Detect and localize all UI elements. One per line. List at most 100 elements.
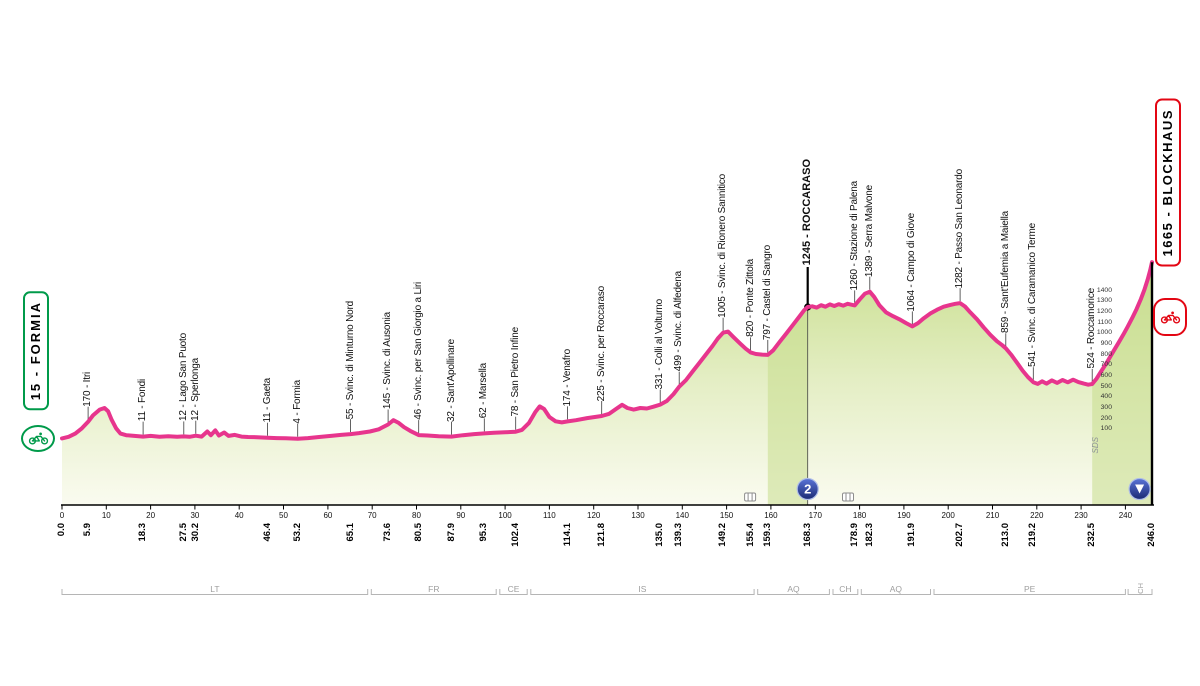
province-label: CH	[839, 583, 852, 594]
finish-triangle-icon	[1135, 484, 1145, 494]
distance-label: 246.0	[1146, 523, 1157, 547]
province-label: IS	[638, 583, 647, 594]
axis-tick-label: 0	[59, 510, 65, 520]
waypoint-label: 797 - Castel di Sangro	[761, 244, 773, 340]
distance-label: 46.4	[261, 523, 273, 542]
waypoint-label: 541 - Svinc. di Caramanico Terme	[1027, 223, 1039, 368]
profile-line	[60, 260, 1154, 441]
waypoint-label: 12 - Lago San Puoto	[177, 333, 189, 422]
axis-tick-label: 80	[412, 510, 421, 520]
axis-tick-label: 70	[367, 510, 377, 520]
axis-tick-label: 190	[897, 510, 911, 520]
category-2-climb-label: 2	[804, 482, 811, 497]
axis-tick-label: 150	[719, 510, 734, 520]
province-bracket	[61, 589, 369, 595]
distance-label: 0.0	[56, 523, 67, 537]
tunnel-icon	[744, 492, 757, 502]
province-label: FR	[428, 583, 440, 594]
waypoint-label: 12 - Sperlonga	[189, 357, 201, 421]
elevation-tick-label: 1200	[1096, 307, 1112, 315]
distance-label: 80.5	[412, 523, 424, 542]
elevation-tick-label: 900	[1100, 339, 1112, 347]
finish-marker	[1153, 298, 1187, 336]
province-label: CH	[1136, 583, 1145, 594]
province-label: AQ	[787, 583, 800, 594]
cyclist-icon-finish	[1160, 311, 1180, 324]
axis-tick-label: 130	[631, 510, 645, 520]
elevation-tick-label: 500	[1100, 382, 1112, 390]
elevation-tick-label: 600	[1100, 371, 1112, 379]
elevation-tick-label: 1400	[1096, 286, 1112, 294]
province-bracket	[499, 589, 528, 595]
waypoint-label: 331 - Colli al Volturno	[654, 299, 666, 390]
axis-tick-label: 120	[587, 510, 601, 520]
waypoint-label: 1389 - Serra Malvone	[863, 184, 875, 277]
axis-tick-label: 140	[675, 510, 689, 520]
axis-tick-label: 220	[1030, 510, 1044, 520]
waypoint-label: 145 - Svinc. di Ausonia	[382, 312, 394, 410]
axis-tick-label: 50	[279, 510, 288, 520]
waypoint-label: 170 - Itri	[82, 372, 94, 407]
distance-label: 191.9	[906, 523, 918, 547]
cyclist-icon-start	[28, 432, 48, 445]
distance-label: 95.3	[478, 523, 490, 542]
distance-label: 65.1	[344, 523, 356, 542]
axis-tick-label: 210	[985, 510, 1000, 520]
start-label: 15 - FORMIA	[23, 290, 49, 410]
waypoint-label: 55 - Svinc. di Minturno Nord	[344, 300, 356, 420]
distance-label: 102.4	[509, 523, 521, 547]
waypoint-label: 820 - Ponte Zittola	[744, 259, 756, 338]
distance-label: 232.5	[1086, 523, 1098, 547]
elevation-tick-label: 800	[1100, 350, 1112, 358]
waypoint-label: 499 - Svinc. di Alfedena	[673, 271, 685, 372]
elevation-tick-label: 1100	[1097, 318, 1112, 326]
distance-label: 159.3	[761, 523, 773, 547]
province-bracket	[757, 589, 830, 595]
climb-shading	[767, 307, 808, 505]
waypoint-label: 174 - Venafro	[561, 348, 573, 407]
distance-label: 178.9	[848, 523, 860, 547]
waypoint-label: 225 - Svinc. per Roccaraso	[595, 285, 607, 401]
waypoint-label: 1005 - Svinc. di Rionero Sannitico	[717, 173, 729, 318]
designer-signature: SDS	[1091, 437, 1100, 454]
province-label: LT	[210, 583, 220, 594]
province-bracket	[530, 589, 755, 595]
distance-label: 182.3	[863, 523, 875, 547]
axis-tick-label: 60	[323, 510, 333, 520]
climb-shading	[1092, 262, 1152, 505]
distance-label: 139.3	[673, 523, 685, 547]
axis-tick-label: 170	[808, 510, 822, 520]
province-label: AQ	[889, 583, 903, 594]
axis-tick-label: 230	[1074, 510, 1088, 520]
axis-tick-label: 100	[498, 510, 512, 520]
province-bracket	[933, 589, 1126, 595]
distance-label: 53.2	[291, 523, 303, 542]
axis-tick-label: 40	[234, 510, 244, 520]
waypoint-label: 11 - Fondi	[137, 379, 149, 422]
waypoint-label: 11 - Gaeta	[261, 378, 273, 423]
province-label: CE	[507, 583, 520, 594]
distance-label: 30.2	[189, 523, 201, 542]
elevation-tick-label: 1300	[1096, 297, 1112, 305]
waypoint-label: 46 - Svinc. per San Giorgio a Liri	[412, 282, 424, 421]
province-bracket	[370, 589, 497, 595]
axis-tick-label: 10	[101, 510, 111, 520]
waypoint-label: 4 - Formia	[291, 380, 303, 424]
distance-label: 114.1	[561, 523, 573, 547]
distance-label: 155.4	[744, 523, 756, 547]
category-2-climb-badge	[796, 477, 819, 501]
profile-area	[62, 262, 1152, 505]
axis-tick-label: 180	[852, 510, 867, 520]
waypoint-label: 1245 - ROCCARASO	[800, 158, 813, 265]
start-marker	[21, 425, 55, 452]
elevation-tick-label: 1000	[1096, 329, 1112, 337]
axis-tick-label: 200	[941, 510, 955, 520]
province-bracket	[860, 589, 931, 595]
distance-label: 219.2	[1027, 523, 1039, 547]
waypoint-label: 1064 - Campo di Giove	[906, 212, 918, 312]
waypoint-label: 859 - Sant'Eufemia a Maiella	[999, 211, 1011, 334]
province-bracket	[832, 589, 859, 595]
